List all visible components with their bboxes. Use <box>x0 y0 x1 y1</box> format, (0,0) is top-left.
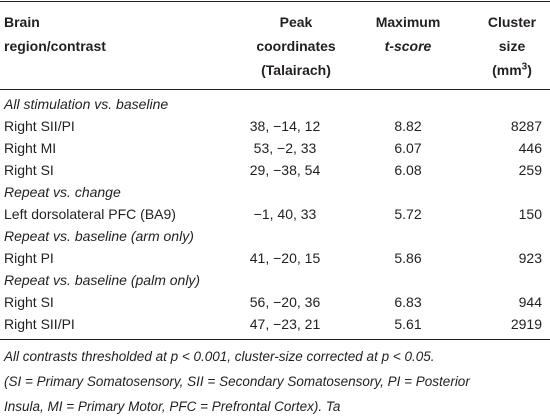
header-text: ) <box>527 62 532 78</box>
t-score-cell: 6.08 <box>394 162 422 178</box>
t-score-cell: 6.83 <box>394 294 422 310</box>
t-score-cell: 5.61 <box>394 316 422 332</box>
header-cell: region/contrast <box>4 38 106 54</box>
t-score-cell: 5.72 <box>394 206 422 222</box>
coordinates-cell: 53, −2, 33 <box>253 140 317 156</box>
bottom-rule <box>0 339 550 340</box>
cluster-size-cell: 2919 <box>510 316 542 332</box>
header-text: (mm <box>492 62 522 78</box>
header-cell: t-score <box>384 38 432 54</box>
section-label: Repeat vs. baseline (palm only) <box>4 272 201 288</box>
cluster-size-cell: 446 <box>518 140 542 156</box>
t-score-cell: 8.82 <box>394 118 422 134</box>
cluster-size-cell: 944 <box>518 294 542 310</box>
coordinates-cell: −1, 40, 33 <box>253 206 317 222</box>
header-cell: (Talairach) <box>261 62 331 78</box>
cluster-size-cell: 259 <box>518 162 542 178</box>
region-cell: Right SII/PI <box>4 118 75 134</box>
coordinates-cell: 41, −20, 15 <box>249 250 321 266</box>
header-cell: Maximum <box>375 14 441 30</box>
coordinates-cell: 29, −38, 54 <box>249 162 321 178</box>
footnote-line: Insula, MI = Primary Motor, PFC = Prefro… <box>4 399 341 414</box>
section-label: Repeat vs. change <box>4 184 121 200</box>
coordinates-cell: 47, −23, 21 <box>249 316 321 332</box>
coordinates-cell: 56, −20, 36 <box>249 294 321 310</box>
header-cell: Brain <box>4 14 40 30</box>
section-label: All stimulation vs. baseline <box>4 96 169 112</box>
coordinates-cell: 38, −14, 12 <box>249 118 321 134</box>
region-cell: Right MI <box>4 140 57 156</box>
header-cell: Cluster <box>487 14 537 30</box>
region-cell: Right SI <box>4 294 54 310</box>
cluster-size-cell: 923 <box>518 250 542 266</box>
cluster-size-cell: 8287 <box>510 118 542 134</box>
region-cell: Left dorsolateral PFC (BA9) <box>4 206 176 222</box>
header-cell: size <box>498 38 526 54</box>
region-cell: Right SI <box>4 162 54 178</box>
region-cell: Right SII/PI <box>4 316 75 332</box>
header-cell: coordinates <box>256 38 336 54</box>
header-rule <box>0 89 550 90</box>
superscript: 3 <box>521 61 528 73</box>
header-cell: Peak <box>279 14 313 30</box>
top-rule <box>0 1 550 2</box>
footnote-line: (SI = Primary Somatosensory, SII = Secon… <box>4 374 470 389</box>
header-cell: (mm3) <box>492 61 532 79</box>
section-label: Repeat vs. baseline (arm only) <box>4 228 194 244</box>
t-score-cell: 5.86 <box>394 250 422 266</box>
cluster-size-cell: 150 <box>518 206 542 222</box>
region-cell: Right PI <box>4 250 54 266</box>
t-score-cell: 6.07 <box>394 140 422 156</box>
footnote-line: All contrasts thresholded at p < 0.001, … <box>4 349 435 364</box>
